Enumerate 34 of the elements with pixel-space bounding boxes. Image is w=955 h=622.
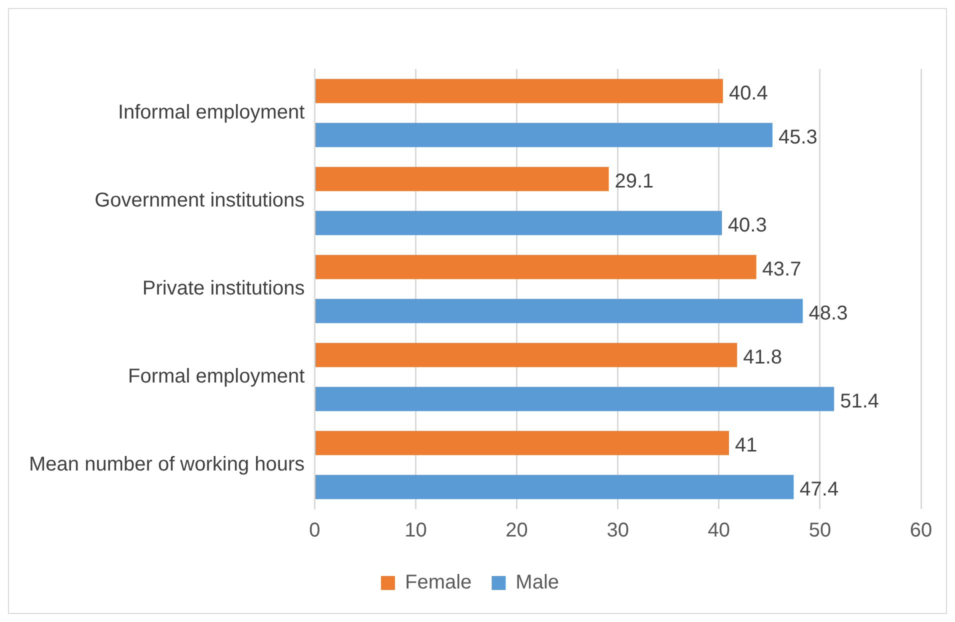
x-tick-label: 30: [606, 520, 629, 542]
bar: [315, 342, 738, 368]
data-label: 43.7: [762, 258, 802, 281]
y-tick-label: Formal employment: [128, 366, 306, 388]
x-tick-label: 60: [910, 520, 932, 542]
data-label: 40.3: [728, 214, 767, 237]
bar: [315, 122, 772, 148]
legend-label: Female: [404, 572, 472, 594]
bar: [315, 166, 609, 192]
y-tick-label: Mean number of working hours: [28, 454, 305, 476]
bar: [315, 210, 722, 236]
data-label: 40.4: [728, 82, 768, 105]
bar: [315, 254, 756, 280]
y-tick-label: Private institutions: [142, 278, 305, 300]
bar: [315, 474, 794, 500]
data-label: 41: [735, 434, 758, 457]
bar: [315, 298, 803, 324]
x-tick-label: 10: [404, 520, 427, 542]
data-label: 51.4: [840, 390, 880, 413]
bar: [315, 430, 730, 456]
y-tick-label: Government institutions: [94, 190, 305, 212]
legend-label: Male: [516, 572, 560, 594]
x-tick-label: 40: [708, 520, 730, 542]
data-label: 48.3: [808, 302, 848, 325]
bar: [315, 386, 834, 412]
bar: [315, 78, 723, 104]
x-tick-label: 50: [808, 520, 832, 542]
x-tick-label: 0: [309, 520, 320, 542]
x-tick-label: 20: [506, 520, 528, 542]
data-label: 47.4: [800, 478, 839, 501]
data-label: 41.8: [743, 346, 782, 369]
data-label: 29.1: [614, 170, 654, 193]
y-tick-label: Informal employment: [118, 102, 306, 124]
data-label: 45.3: [778, 126, 818, 149]
